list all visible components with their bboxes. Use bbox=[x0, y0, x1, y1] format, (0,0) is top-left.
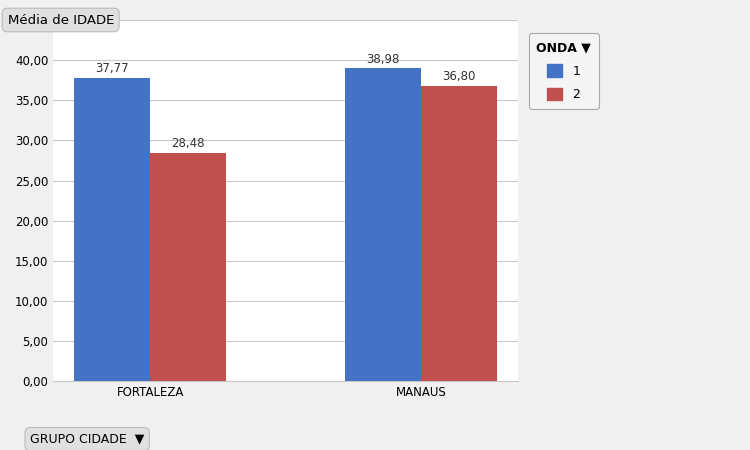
Legend: 1, 2: 1, 2 bbox=[529, 33, 598, 109]
Text: 37,77: 37,77 bbox=[95, 62, 129, 75]
Bar bbox=[74, 78, 150, 381]
Text: 28,48: 28,48 bbox=[172, 137, 205, 150]
Bar bbox=[150, 153, 226, 381]
Text: Média de IDADE: Média de IDADE bbox=[8, 14, 114, 27]
Text: GRUPO CIDADE  ▼: GRUPO CIDADE ▼ bbox=[30, 432, 144, 446]
Text: 38,98: 38,98 bbox=[367, 53, 400, 66]
Bar bbox=[421, 86, 497, 381]
Bar bbox=[345, 68, 421, 381]
Text: 36,80: 36,80 bbox=[442, 70, 476, 83]
